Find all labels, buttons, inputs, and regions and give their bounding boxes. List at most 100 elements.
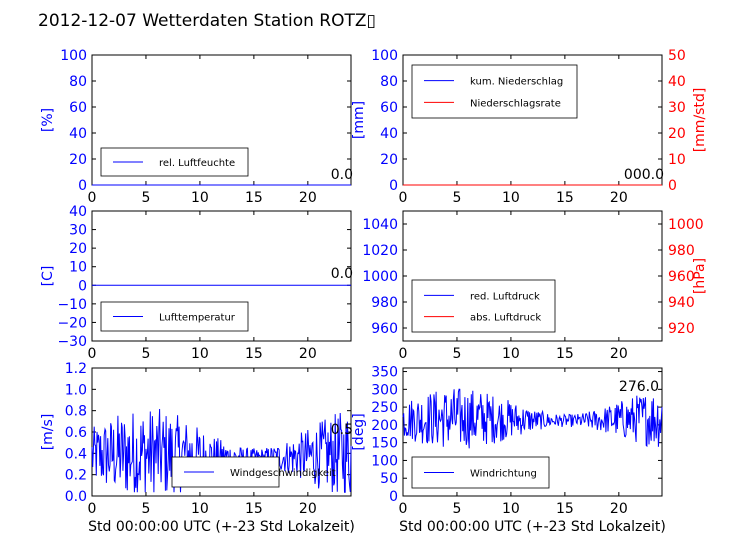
legend-box <box>100 147 249 177</box>
x-tick-label: 5 <box>141 346 150 362</box>
current-value-label: 0.0 <box>331 167 353 183</box>
x-tick-label: 10 <box>502 190 520 206</box>
x-tick-label: 15 <box>245 190 263 206</box>
y-tick-label: 20 <box>69 241 87 257</box>
y2-tick-label: 0 <box>668 178 677 194</box>
y-tick-label: 40 <box>69 126 87 142</box>
y-tick-label: 10 <box>69 260 87 276</box>
x-tick-label: 15 <box>556 501 574 517</box>
legend-box <box>411 64 578 119</box>
current-value-label: 0.0 <box>331 266 353 282</box>
y-axis-label: [deg] <box>351 413 367 450</box>
y-tick-label: 300 <box>371 382 398 398</box>
y2-tick-label: 50 <box>668 48 686 64</box>
x-tick-label: 5 <box>141 190 150 206</box>
current-value-label: 276.0 <box>619 379 659 395</box>
y-tick-label: 0.6 <box>65 425 87 441</box>
y-tick-label: 1.0 <box>65 382 87 398</box>
y-tick-label: 50 <box>380 471 398 487</box>
y2-tick-label: 10 <box>668 152 686 168</box>
panel-humidity: 0 5 10 15 20 0 20 40 60 80 100 [%] rel. Luftfeuchte 0… <box>40 48 353 206</box>
x-tick-label: 20 <box>299 501 317 517</box>
y-tick-label: 20 <box>69 152 87 168</box>
x-tick-label: 15 <box>245 346 263 362</box>
x-tick-label: 20 <box>299 190 317 206</box>
x-tick-label: 0 <box>399 190 408 206</box>
legend-label: Niederschlagsrate <box>470 98 561 109</box>
x-tick-label: 0 <box>399 501 408 517</box>
panel-precip: 0 5 10 15 20 0 20 40 60 80 100 0 10 20 30 40 50 [mm] [mm/s… <box>351 48 708 206</box>
y-tick-label: 0.2 <box>65 468 87 484</box>
x-tick-label: 20 <box>610 346 628 362</box>
x-tick-label: 10 <box>191 501 209 517</box>
y-axis-label: [m/s] <box>40 414 56 451</box>
legend: Lufttemperatur <box>100 301 249 332</box>
y-tick-label: 250 <box>371 400 398 416</box>
x-tick-label: 0 <box>88 501 97 517</box>
legend-label: rel. Luftfeuchte <box>159 158 235 169</box>
x-tick-label: 10 <box>191 190 209 206</box>
y2-tick-label: 1000 <box>668 217 704 233</box>
y2-tick-label: 940 <box>668 295 695 311</box>
y-tick-label: 0 <box>78 178 87 194</box>
y-axis-label: [C] <box>40 266 56 287</box>
y2-tick-label: 980 <box>668 243 695 259</box>
y2-tick-label: 920 <box>668 321 695 337</box>
x-tick-label: 5 <box>452 190 461 206</box>
panel-pressure: 0 5 10 15 20 960 980 1000 1020 1040 920 940 960 980 10… <box>362 210 708 362</box>
x-tick-label: 15 <box>245 501 263 517</box>
legend: kum. Niederschlag Niederschlagsrate <box>411 64 578 119</box>
x-tick-label: 15 <box>556 346 574 362</box>
legend-label: Windgeschwindigkeit <box>230 468 336 479</box>
legend: Windrichtung <box>411 456 550 489</box>
y-tick-label: 100 <box>371 453 398 469</box>
legend: Windgeschwindigkeit <box>171 456 336 488</box>
y-tick-label: 60 <box>380 100 398 116</box>
legend-label: kum. Niederschlag <box>470 77 563 88</box>
y-tick-label: 960 <box>371 321 398 337</box>
y-axis-label: [mm] <box>351 101 367 139</box>
y-tick-label: 40 <box>69 204 87 220</box>
x-tick-label: 10 <box>191 346 209 362</box>
y-tick-label: 30 <box>69 223 87 239</box>
y-tick-label: 80 <box>69 74 87 90</box>
x-axis-label: Std 00:00:00 UTC (+-23 Std Lokalzeit) <box>399 519 666 535</box>
legend-label: red. Luftdruck <box>470 291 540 302</box>
legend-box <box>411 456 550 489</box>
x-axis-label: Std 00:00:00 UTC (+-23 Std Lokalzeit) <box>88 519 355 535</box>
y-tick-label: 200 <box>371 418 398 434</box>
y-tick-label: −20 <box>57 315 87 331</box>
y-tick-label: 1020 <box>362 243 398 259</box>
x-tick-label: 0 <box>399 346 408 362</box>
x-tick-label: 15 <box>556 190 574 206</box>
x-tick-label: 10 <box>502 346 520 362</box>
y-tick-label: 1.2 <box>65 361 87 377</box>
y-tick-label: 20 <box>380 152 398 168</box>
y-tick-label: 980 <box>371 295 398 311</box>
x-tick-label: 5 <box>452 501 461 517</box>
y-tick-label: −10 <box>57 297 87 313</box>
y-tick-label: 0 <box>389 489 398 505</box>
y-tick-label: 0.0 <box>65 489 87 505</box>
y-tick-label: 0.4 <box>65 446 87 462</box>
figure-title: 2012-12-07 Wetterdaten Station ROTZ▯ <box>38 11 376 31</box>
y-axis-label: [%] <box>40 108 56 132</box>
x-tick-label: 10 <box>502 501 520 517</box>
y2-axis-label: [mm/std] <box>692 88 708 153</box>
x-tick-label: 20 <box>299 346 317 362</box>
y-tick-label: −30 <box>57 334 87 350</box>
x-tick-label: 5 <box>141 501 150 517</box>
x-tick-label: 20 <box>610 190 628 206</box>
y2-axis-label: [hPa] <box>692 258 708 294</box>
y-tick-label: 1040 <box>362 217 398 233</box>
y-tick-label: 350 <box>371 365 398 381</box>
legend-label: Windrichtung <box>470 469 537 480</box>
y-tick-label: 60 <box>69 100 87 116</box>
y-tick-label: 0 <box>389 178 398 194</box>
x-tick-label: 0 <box>88 190 97 206</box>
y-tick-label: 150 <box>371 436 398 452</box>
legend-label: abs. Luftdruck <box>470 313 541 324</box>
x-tick-label: 20 <box>610 501 628 517</box>
